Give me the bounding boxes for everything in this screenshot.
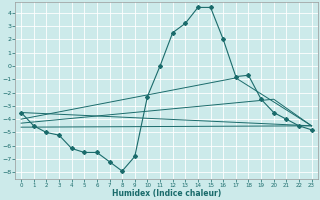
X-axis label: Humidex (Indice chaleur): Humidex (Indice chaleur) xyxy=(112,189,221,198)
